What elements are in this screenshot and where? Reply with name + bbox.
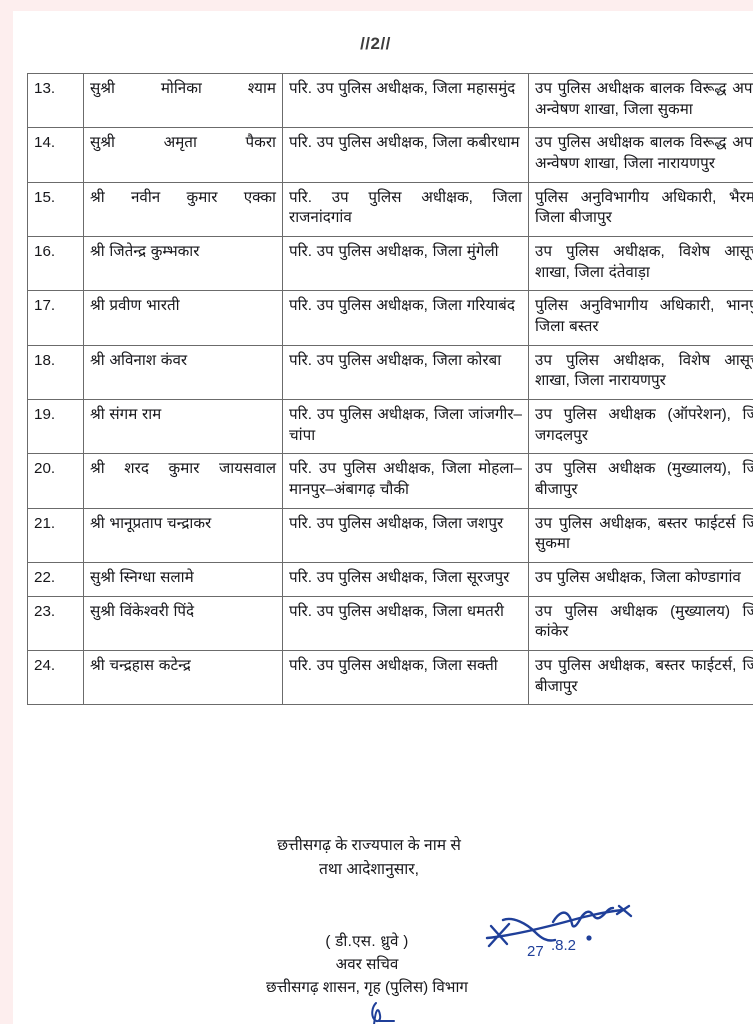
cell-serial-number: 18.	[27, 344, 84, 401]
cell-new-posting: उप पुलिस अधीक्षक बालक विरूद्ध अपराध अन्व…	[528, 72, 753, 129]
signatory-designation: अवर सचिव	[335, 955, 399, 973]
cell-present-posting: परि. उप पुलिस अधीक्षक, जिला गरियाबंद	[282, 290, 529, 346]
cell-serial-number: 17.	[27, 290, 84, 346]
cell-serial-number: 21.	[27, 507, 84, 564]
cell-serial-number: 24.	[27, 650, 84, 706]
cell-officer-name: श्री प्रवीण भारती	[83, 290, 283, 346]
cell-new-posting: उप पुलिस अधीक्षक (मुख्यालय) जिला कांकेर	[528, 595, 753, 652]
cell-present-posting: परि. उप पुलिस अधीक्षक, जिला महासमुंद	[282, 72, 529, 129]
cell-present-posting: परि. उप पुलिस अधीक्षक, जिला सूरजपुर	[282, 562, 529, 597]
cell-officer-name: श्री भानूप्रताप चन्द्राकर	[83, 507, 283, 564]
cell-officer-name: श्री अविनाश कंवर	[83, 344, 283, 401]
cell-new-posting: उप पुलिस अधीक्षक (ऑपरेशन), जिला जगदलपुर	[528, 399, 753, 455]
cell-officer-name: सुश्री मोनिका श्याम	[83, 72, 283, 129]
cell-officer-name: श्री संगम राम	[83, 399, 283, 455]
cell-serial-number: 22.	[27, 562, 84, 597]
closing-line-1: छत्तीसगढ़ के राज्यपाल के नाम से	[277, 837, 461, 854]
cell-present-posting: परि. उप पुलिस अधीक्षक, जिला जशपुर	[282, 507, 529, 564]
cell-officer-name: श्री चन्द्रहास कटेन्द्र	[83, 650, 283, 706]
cell-present-posting: परि. उप पुलिस अधीक्षक, जिला मोहला–मानपुर…	[282, 453, 529, 509]
table-row: 20. श्री शरद कुमार जायसवाल परि. उप पुलिस…	[27, 453, 753, 509]
cell-new-posting: पुलिस अनुविभागीय अधिकारी, भानपुरी, जिला …	[528, 290, 753, 346]
cell-new-posting: उप पुलिस अधीक्षक बालक विरूद्ध अपराध अन्व…	[528, 127, 753, 183]
table-row: 17. श्री प्रवीण भारती परि. उप पुलिस अधीक…	[27, 290, 753, 346]
cell-new-posting: उप पुलिस अधीक्षक, विशेष आसूचना शाखा, जिल…	[528, 344, 753, 401]
cell-new-posting: उप पुलिस अधीक्षक, विशेष आसूचना शाखा, जिल…	[528, 236, 753, 292]
cell-serial-number: 13.	[27, 72, 84, 129]
table-row: 14. सुश्री अमृता पैकरा परि. उप पुलिस अधी…	[27, 127, 753, 183]
closing-line-2: तथा आदेशानुसार,	[318, 861, 420, 879]
ink-scribble-icon	[371, 1002, 395, 1024]
cell-present-posting: परि. उप पुलिस अधीक्षक, जिला कबीरधाम	[282, 127, 529, 183]
cell-new-posting: उप पुलिस अधीक्षक, जिला कोण्डागांव	[528, 562, 753, 597]
cell-officer-name: श्री शरद कुमार जायसवाल	[83, 453, 283, 509]
signatory-department: छत्तीसगढ़ शासन, गृह (पुलिस) विभाग	[266, 978, 468, 996]
cell-present-posting: परि. उप पुलिस अधीक्षक, जिला धमतरी	[282, 595, 529, 652]
cell-serial-number: 15.	[27, 181, 84, 238]
table-row: 15. श्री नवीन कुमार एक्का परि. उप पुलिस …	[27, 181, 753, 238]
page-content: //2// 13. सुश्री मोनिका श्याम परि. उप पु…	[13, 11, 753, 1024]
table-row: 16. श्री जितेन्द्र कुम्भकार परि. उप पुलि…	[27, 236, 753, 292]
table-row: 19. श्री संगम राम परि. उप पुलिस अधीक्षक,…	[27, 399, 753, 455]
cell-officer-name: श्री नवीन कुमार एक्का	[83, 181, 283, 238]
cell-new-posting: उप पुलिस अधीक्षक, बस्तर फाईटर्स, जिला बी…	[528, 650, 753, 706]
cell-officer-name: सुश्री अमृता पैकरा	[83, 127, 283, 183]
table-body: 13. सुश्री मोनिका श्याम परि. उप पुलिस अध…	[27, 72, 753, 706]
page-number: //2//	[360, 34, 391, 53]
closing-statement: छत्तीसगढ़ के राज्यपाल के नाम से तथा आदेश…	[13, 834, 725, 882]
transfer-order-table: 13. सुश्री मोनिका श्याम परि. उप पुलिस अध…	[27, 72, 753, 706]
signatory-block: ( डी.एस. ध्रुवे ) अवर सचिव छत्तीसगढ़ शास…	[13, 931, 721, 999]
cell-officer-name: श्री जितेन्द्र कुम्भकार	[83, 236, 283, 292]
cell-officer-name: सुश्री स्निग्धा सलामे	[83, 562, 283, 597]
cell-serial-number: 16.	[27, 236, 84, 292]
cell-new-posting: उप पुलिस अधीक्षक (मुख्यालय), जिला बीजापु…	[528, 453, 753, 509]
cell-serial-number: 20.	[27, 453, 84, 509]
table-row: 23. सुश्री विंकेश्वरी पिंदे परि. उप पुलि…	[27, 595, 753, 652]
table-row: 24. श्री चन्द्रहास कटेन्द्र परि. उप पुलि…	[27, 650, 753, 706]
cell-present-posting: परि. उप पुलिस अधीक्षक, जिला कोरबा	[282, 344, 529, 401]
cell-officer-name: सुश्री विंकेश्वरी पिंदे	[83, 595, 283, 652]
cell-new-posting: पुलिस अनुविभागीय अधिकारी, भैरमगढ़ जिला ब…	[528, 181, 753, 238]
cell-present-posting: परि. उप पुलिस अधीक्षक, जिला राजनांदगांव	[282, 181, 529, 238]
cell-serial-number: 14.	[27, 127, 84, 183]
cell-present-posting: परि. उप पुलिस अधीक्षक, जिला मुंगेली	[282, 236, 529, 292]
cell-serial-number: 19.	[27, 399, 84, 455]
table-row: 13. सुश्री मोनिका श्याम परि. उप पुलिस अध…	[27, 72, 753, 129]
scanned-page: //2// 13. सुश्री मोनिका श्याम परि. उप पु…	[13, 11, 753, 1024]
table-row: 21. श्री भानूप्रताप चन्द्राकर परि. उप पु…	[27, 507, 753, 564]
cell-serial-number: 23.	[27, 595, 84, 652]
cell-present-posting: परि. उप पुलिस अधीक्षक, जिला सक्ती	[282, 650, 529, 706]
signatory-name: ( डी.एस. ध्रुवे )	[325, 933, 409, 950]
table-row: 22. सुश्री स्निग्धा सलामे परि. उप पुलिस …	[27, 562, 753, 597]
cell-present-posting: परि. उप पुलिस अधीक्षक, जिला जांजगीर–चांप…	[282, 399, 529, 455]
table-row: 18. श्री अविनाश कंवर परि. उप पुलिस अधीक्…	[27, 344, 753, 401]
cell-new-posting: उप पुलिस अधीक्षक, बस्तर फाईटर्स जिला सुक…	[528, 507, 753, 564]
